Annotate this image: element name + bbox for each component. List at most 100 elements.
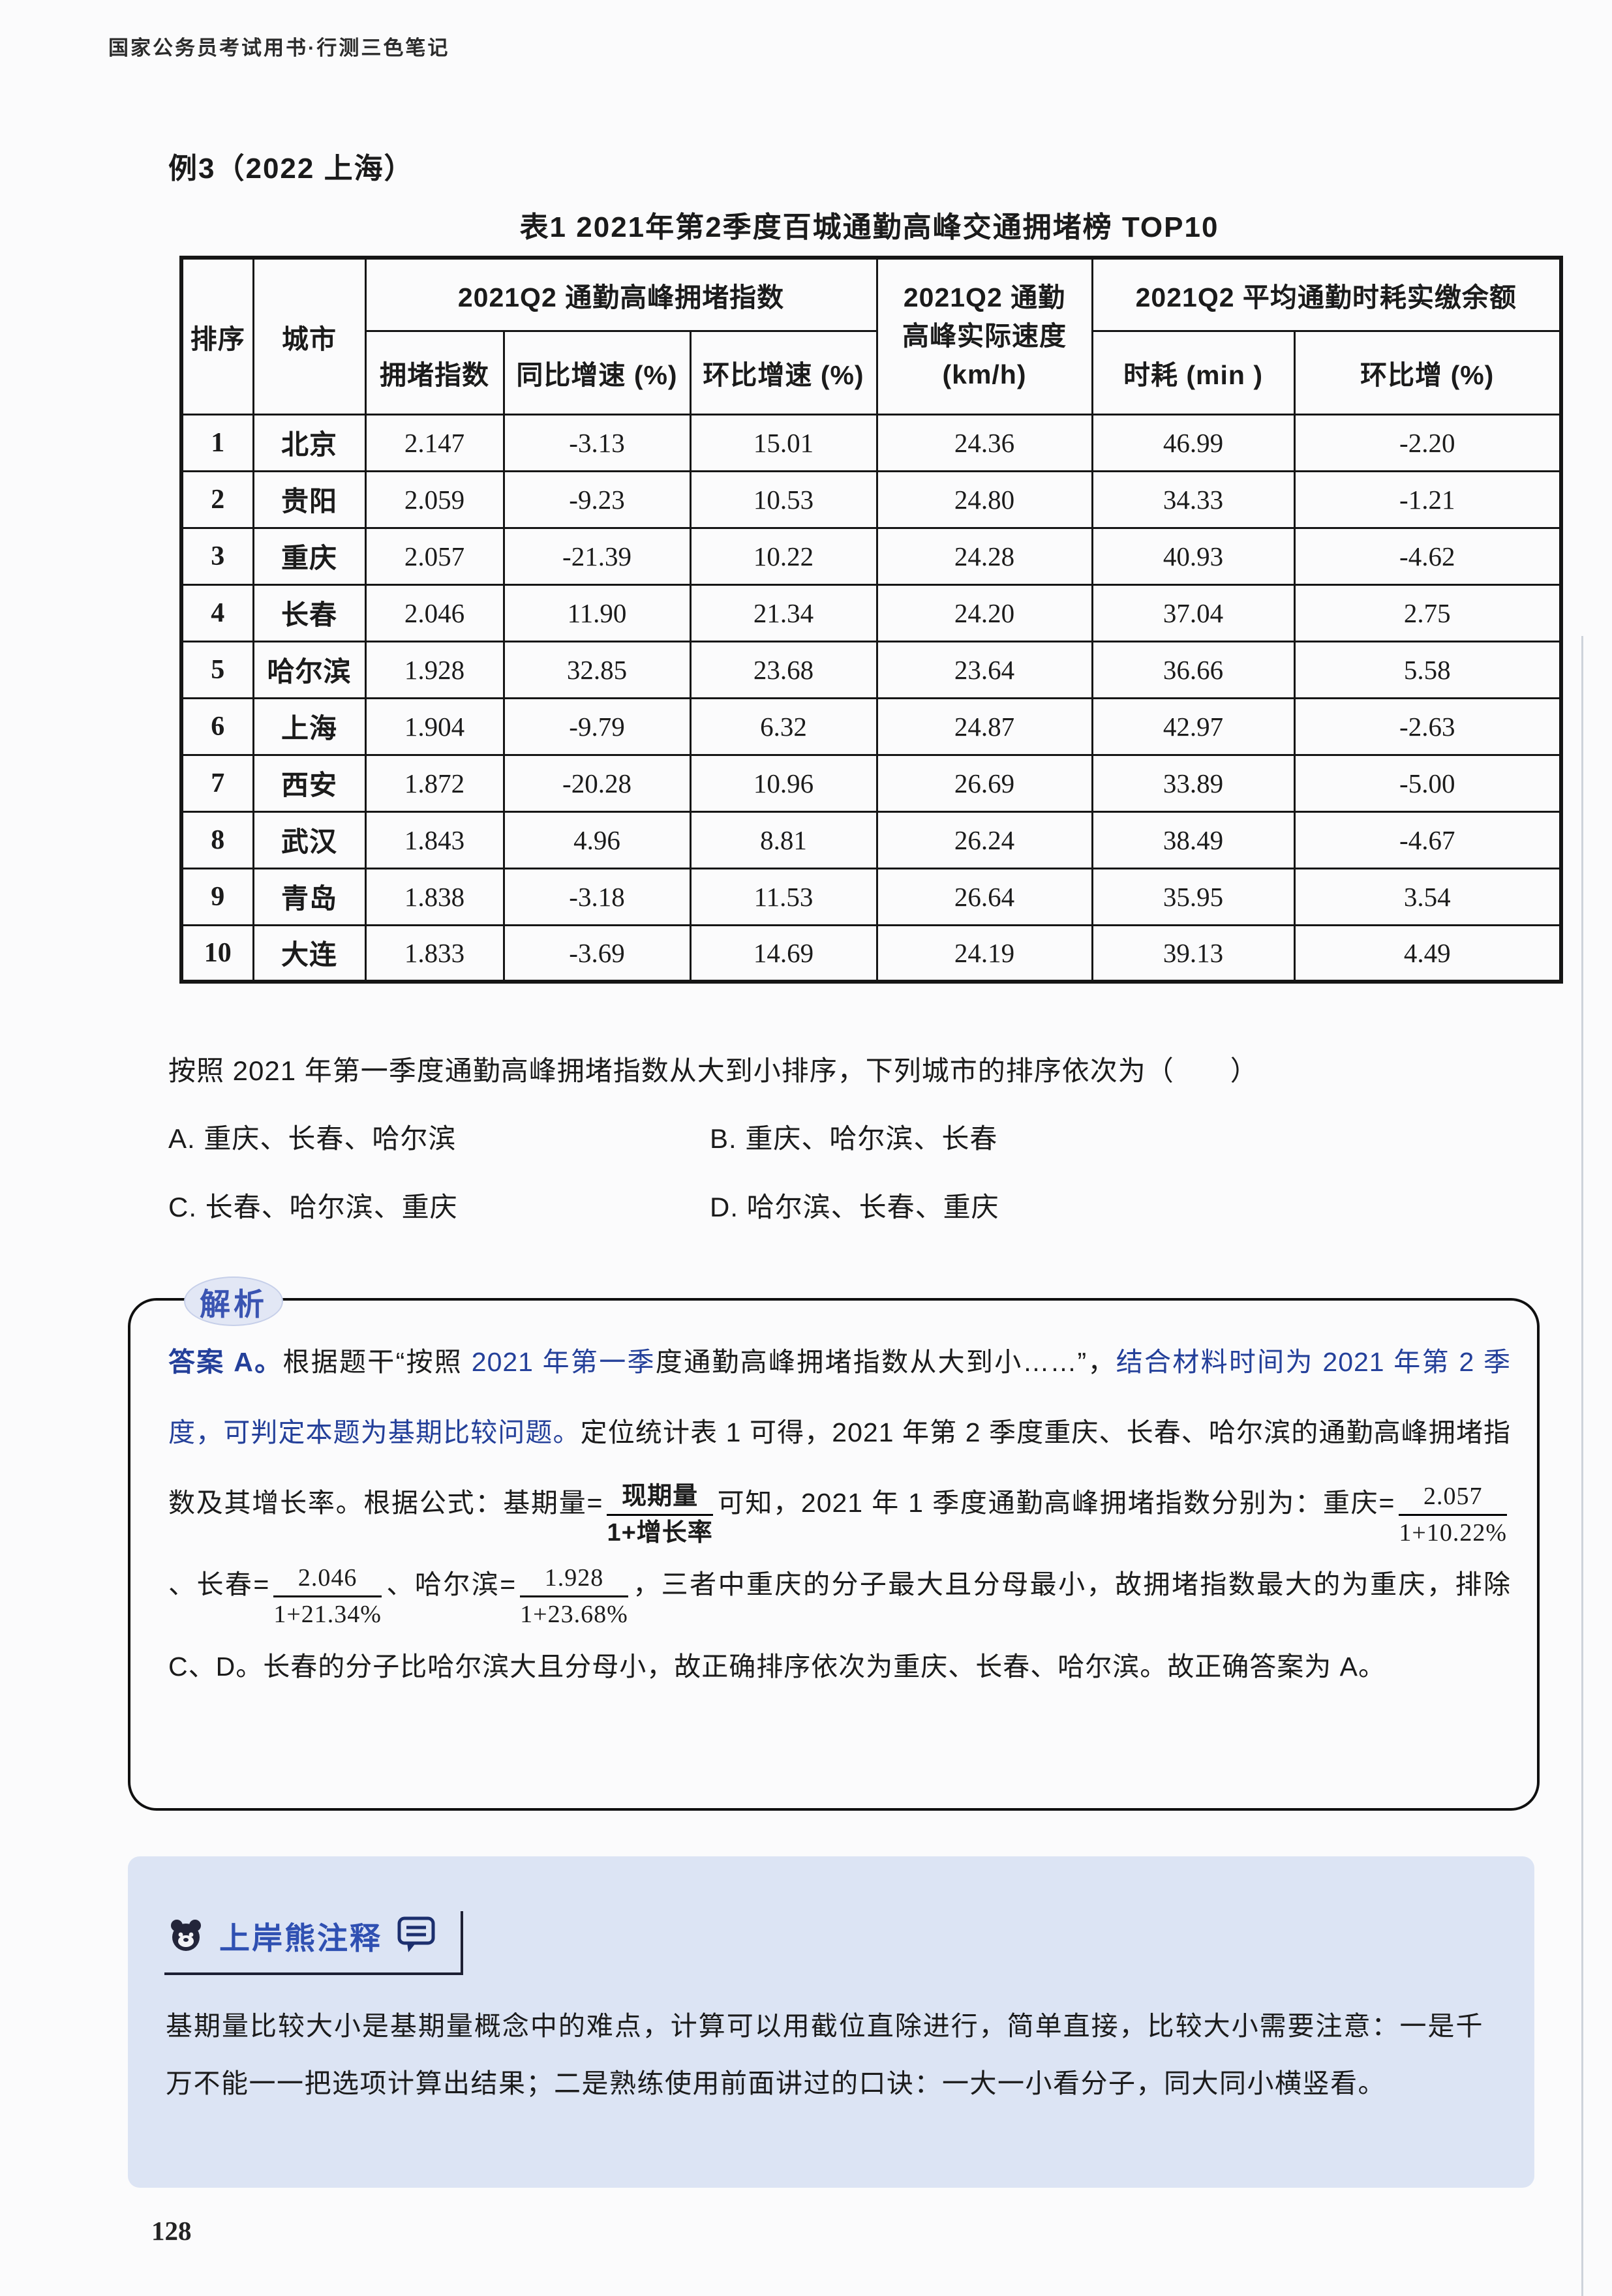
table-cell: 26.64 (875, 867, 1093, 926)
table-cell: 39.13 (1091, 924, 1296, 983)
changchun-fraction: 2.046 1+21.34% (273, 1562, 382, 1631)
table-cell: 24.80 (875, 470, 1093, 529)
analysis-text: 答案 A。根据题干“按照 2021 年第一季度通勤高峰拥堵指数从大到小……”，结… (130, 1301, 1537, 1702)
table-row: 1 北京 2.147 -3.13 15.01 24.36 46.99 -2.20 (180, 413, 1562, 472)
table-cell: 11.90 (502, 583, 692, 642)
table-cell: 1.872 (364, 753, 505, 813)
table-cell: 35.95 (1091, 867, 1296, 926)
table-row: 5 哈尔滨 1.928 32.85 23.68 23.64 36.66 5.58 (180, 640, 1562, 699)
table-cell: 大连 (252, 924, 367, 983)
table-cell: 贵阳 (252, 470, 367, 529)
table-cell: 武汉 (252, 810, 367, 869)
table-cell: -4.62 (1293, 526, 1562, 586)
table-cell: 4.96 (502, 810, 692, 869)
table-row: 10 大连 1.833 -3.69 14.69 24.19 39.13 4.49 (180, 924, 1562, 983)
table-cell: 10.53 (689, 470, 878, 529)
col-header-qoq-growth: 环比增 (%) (1293, 329, 1562, 415)
col-header-rank: 排序 (180, 256, 254, 415)
table-cell: -20.28 (502, 753, 692, 813)
table-cell: 24.19 (875, 924, 1093, 983)
table-cell: 1.904 (364, 697, 505, 756)
table-cell: 40.93 (1091, 526, 1296, 586)
chongqing-fraction: 2.057 1+10.22% (1399, 1481, 1507, 1550)
table-cell: 34.33 (1091, 470, 1296, 529)
table-cell: 23.64 (875, 640, 1093, 699)
analysis-seg: 可知，2021 年 1 季度通勤高峰拥堵指数分别为：重庆= (716, 1488, 1395, 1518)
table-cell: 1.928 (364, 640, 505, 699)
table-cell: 9 (180, 867, 254, 926)
table-cell: 2.75 (1293, 583, 1562, 642)
formula-fraction: 现期量 1+增长率 (607, 1481, 713, 1550)
example-label: 例3（2022 上海） (168, 153, 414, 185)
table-row: 3 重庆 2.057 -21.39 10.22 24.28 40.93 -4.62 (180, 526, 1562, 586)
table-cell: 15.01 (689, 413, 878, 472)
table-cell: 6 (180, 697, 254, 756)
table-cell: 46.99 (1091, 413, 1296, 472)
analysis-seg: 、哈尔滨= (385, 1569, 517, 1600)
table-cell: -9.79 (502, 697, 692, 756)
option-d: D. 哈尔滨、长春、重庆 (710, 1192, 999, 1222)
table-row: 7 西安 1.872 -20.28 10.96 26.69 33.89 -5.00 (180, 753, 1562, 813)
table-cell: 5.58 (1293, 640, 1562, 699)
table-cell: -5.00 (1293, 753, 1562, 813)
analysis-box: 解析 答案 A。根据题干“按照 2021 年第一季度通勤高峰拥堵指数从大到小……… (128, 1276, 1540, 1811)
table-cell: 4 (180, 583, 254, 642)
scan-artifact-line (1581, 636, 1583, 2296)
table-cell: 2.057 (364, 526, 505, 586)
running-header: 国家公务员考试用书·行测三色笔记 (108, 37, 450, 59)
table-cell: 3 (180, 526, 254, 586)
note-box: 上岸熊注释 基期量比较大小是基期量概念中的难点，计算可以用截位直除进行，简单直接… (128, 1856, 1534, 2188)
table-cell: 10.96 (689, 753, 878, 813)
table-cell: 6.32 (689, 697, 878, 756)
analysis-seg: 、长春= (168, 1569, 270, 1600)
table-cell: 26.24 (875, 810, 1093, 869)
analysis-seg-blue: 2021 年第一季 (471, 1347, 656, 1377)
table-cell: -3.13 (502, 413, 692, 472)
note-text: 基期量比较大小是基期量概念中的难点，计算可以用截位直除进行，简单直接，比较大小需… (166, 2011, 1483, 2098)
analysis-seg: 定位统计表 1 可得，2021 年第 2 季度重庆、长春、哈尔滨的通勤高峰拥堵指… (168, 1417, 1511, 1518)
table-cell: 5 (180, 640, 254, 699)
table-cell: -2.63 (1293, 697, 1562, 756)
analysis-badge: 解析 (184, 1276, 283, 1326)
table-cell: 10 (180, 924, 254, 983)
analysis-seg-blue: 结合材料时间为 2021 年第 2 季度，可判定本题为基期比较问题。 (168, 1347, 1512, 1447)
table-cell: 1.838 (364, 867, 505, 926)
table-cell: 3.54 (1293, 867, 1562, 926)
table-cell: 西安 (252, 753, 367, 813)
answer-label: 答案 A。 (168, 1347, 283, 1377)
table-cell: 24.87 (875, 697, 1093, 756)
table-cell: 2.059 (364, 470, 505, 529)
option-c: C. 长春、哈尔滨、重庆 (168, 1192, 458, 1222)
table-cell: 26.69 (875, 753, 1093, 813)
table-row: 6 上海 1.904 -9.79 6.32 24.87 42.97 -2.63 (180, 697, 1562, 756)
table-cell: -3.18 (502, 867, 692, 926)
note-header: 上岸熊注释 (164, 1911, 463, 1975)
table-cell: -21.39 (502, 526, 692, 586)
table-cell: 长春 (252, 583, 367, 642)
table-cell: 重庆 (252, 526, 367, 586)
table-cell: 7 (180, 753, 254, 813)
table-cell: -2.20 (1293, 413, 1562, 472)
table-row: 9 青岛 1.838 -3.18 11.53 26.64 35.95 3.54 (180, 867, 1562, 926)
col-header-index: 拥堵指数 (364, 329, 505, 415)
table-cell: 哈尔滨 (252, 640, 367, 699)
col-group-congestion: 2021Q2 通勤高峰拥堵指数 (364, 256, 878, 332)
table-row: 4 长春 2.046 11.90 21.34 24.20 37.04 2.75 (180, 583, 1562, 642)
table-body: 1 北京 2.147 -3.13 15.01 24.36 46.99 -2.20 2 贵阳 2.05… (180, 413, 1562, 983)
table-cell: 33.89 (1091, 753, 1296, 813)
table-cell: 上海 (252, 697, 367, 756)
table-cell: 8.81 (689, 810, 878, 869)
col-header-speed: 2021Q2 通勤 高峰实际速度 (km/h) (875, 256, 1093, 415)
table-cell: 4.49 (1293, 924, 1562, 983)
question-stem: 按照 2021 年第一季度通勤高峰拥堵指数从大到小排序，下列城市的排序依次为（ … (168, 1055, 1258, 1086)
page-number: 128 (151, 2216, 192, 2246)
table-cell: -3.69 (502, 924, 692, 983)
table-cell: 1.833 (364, 924, 505, 983)
table-row: 8 武汉 1.843 4.96 8.81 26.24 38.49 -4.67 (180, 810, 1562, 869)
table-cell: 青岛 (252, 867, 367, 926)
table-cell: 37.04 (1091, 583, 1296, 642)
analysis-seg: 根据题干“按照 (282, 1347, 472, 1377)
question-options: A. 重庆、长春、哈尔滨 B. 重庆、哈尔滨、长春 C. 长春、哈尔滨、重庆 D… (168, 1117, 1512, 1225)
table-cell: 北京 (252, 413, 367, 472)
